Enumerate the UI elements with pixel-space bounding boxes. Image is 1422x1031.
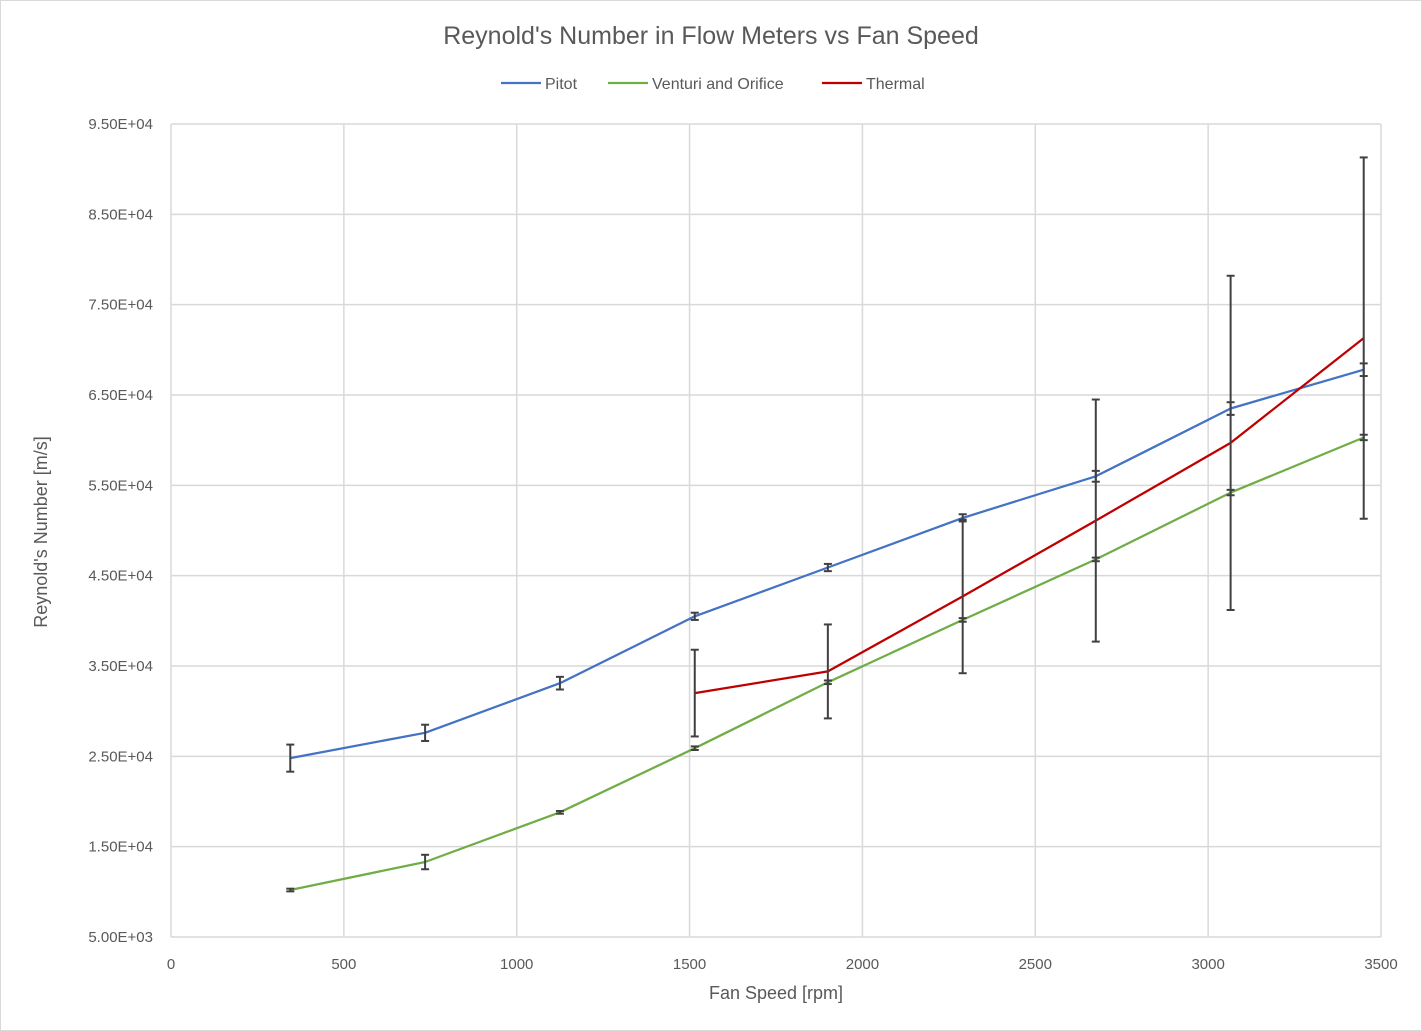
y-axis-title: Reynold's Number [m/s]: [31, 436, 51, 628]
error-bar-thermal: [958, 518, 967, 675]
legend-item-pitot: Pitot: [501, 76, 578, 93]
x-tick-label: 1500: [673, 956, 706, 973]
y-tick-label: 1.50E+04: [88, 839, 153, 856]
y-gridlines: [171, 123, 1381, 938]
y-tick-label: 4.50E+04: [88, 568, 153, 585]
error-bar-pitot: [421, 723, 430, 742]
y-tick-label: 5.50E+04: [88, 477, 153, 494]
y-tick-labels: 5.00E+03 1.50E+04 2.50E+04 3.50E+04 4.50E+04…: [88, 116, 153, 946]
error-bar-pitot: [823, 562, 832, 573]
y-tick-label: 7.50E+04: [88, 297, 153, 314]
chart-title: Reynold's Number in Flow Meters vs Fan S…: [443, 22, 979, 50]
x-tick-label: 1000: [500, 956, 533, 973]
error-bar-venturi-and-orifice: [286, 887, 295, 893]
error-bar-thermal: [823, 623, 832, 720]
legend-item-thermal: Thermal: [822, 76, 925, 93]
error-bar-venturi-and-orifice: [421, 853, 430, 871]
x-tick-label: 2000: [846, 956, 879, 973]
x-tick-label: 500: [331, 956, 356, 973]
y-tick-label: 5.00E+03: [88, 929, 153, 946]
x-axis-title: Fan Speed [rpm]: [709, 983, 843, 1003]
x-tick-label: 3500: [1364, 956, 1397, 973]
y-tick-label: 3.50E+04: [88, 658, 153, 675]
y-tick-label: 9.50E+04: [88, 116, 153, 133]
legend-label: Venturi and Orifice: [652, 76, 784, 93]
error-bar-pitot: [555, 675, 564, 691]
error-bar-thermal: [1091, 398, 1100, 643]
error-bar-pitot: [690, 611, 699, 621]
x-tick-labels: 0 500 1000 1500 2000 2500 3000 3500: [167, 956, 1398, 973]
y-tick-label: 2.50E+04: [88, 748, 153, 765]
error-bar-venturi-and-orifice: [555, 809, 564, 815]
y-tick-label: 6.50E+04: [88, 387, 153, 404]
error-bar-venturi-and-orifice: [690, 745, 699, 752]
error-bar-pitot: [286, 743, 295, 773]
error-bar-thermal: [1359, 156, 1368, 520]
error-bar-thermal: [690, 648, 699, 738]
legend-item-venturi-and-orifice: Venturi and Orifice: [608, 76, 784, 93]
series-line-thermal: [694, 337, 1365, 695]
legend-label: Thermal: [866, 76, 925, 93]
series-lines: [290, 337, 1365, 892]
x-tick-label: 2500: [1019, 956, 1052, 973]
legend-label: Pitot: [545, 76, 578, 93]
error-bars: [286, 156, 1368, 893]
x-tick-label: 3000: [1191, 956, 1224, 973]
legend: Pitot Venturi and Orifice Thermal: [501, 76, 925, 93]
y-tick-label: 8.50E+04: [88, 206, 153, 223]
x-gridlines: [170, 124, 1382, 937]
error-bar-thermal: [1226, 274, 1235, 611]
x-tick-label: 0: [167, 956, 175, 973]
